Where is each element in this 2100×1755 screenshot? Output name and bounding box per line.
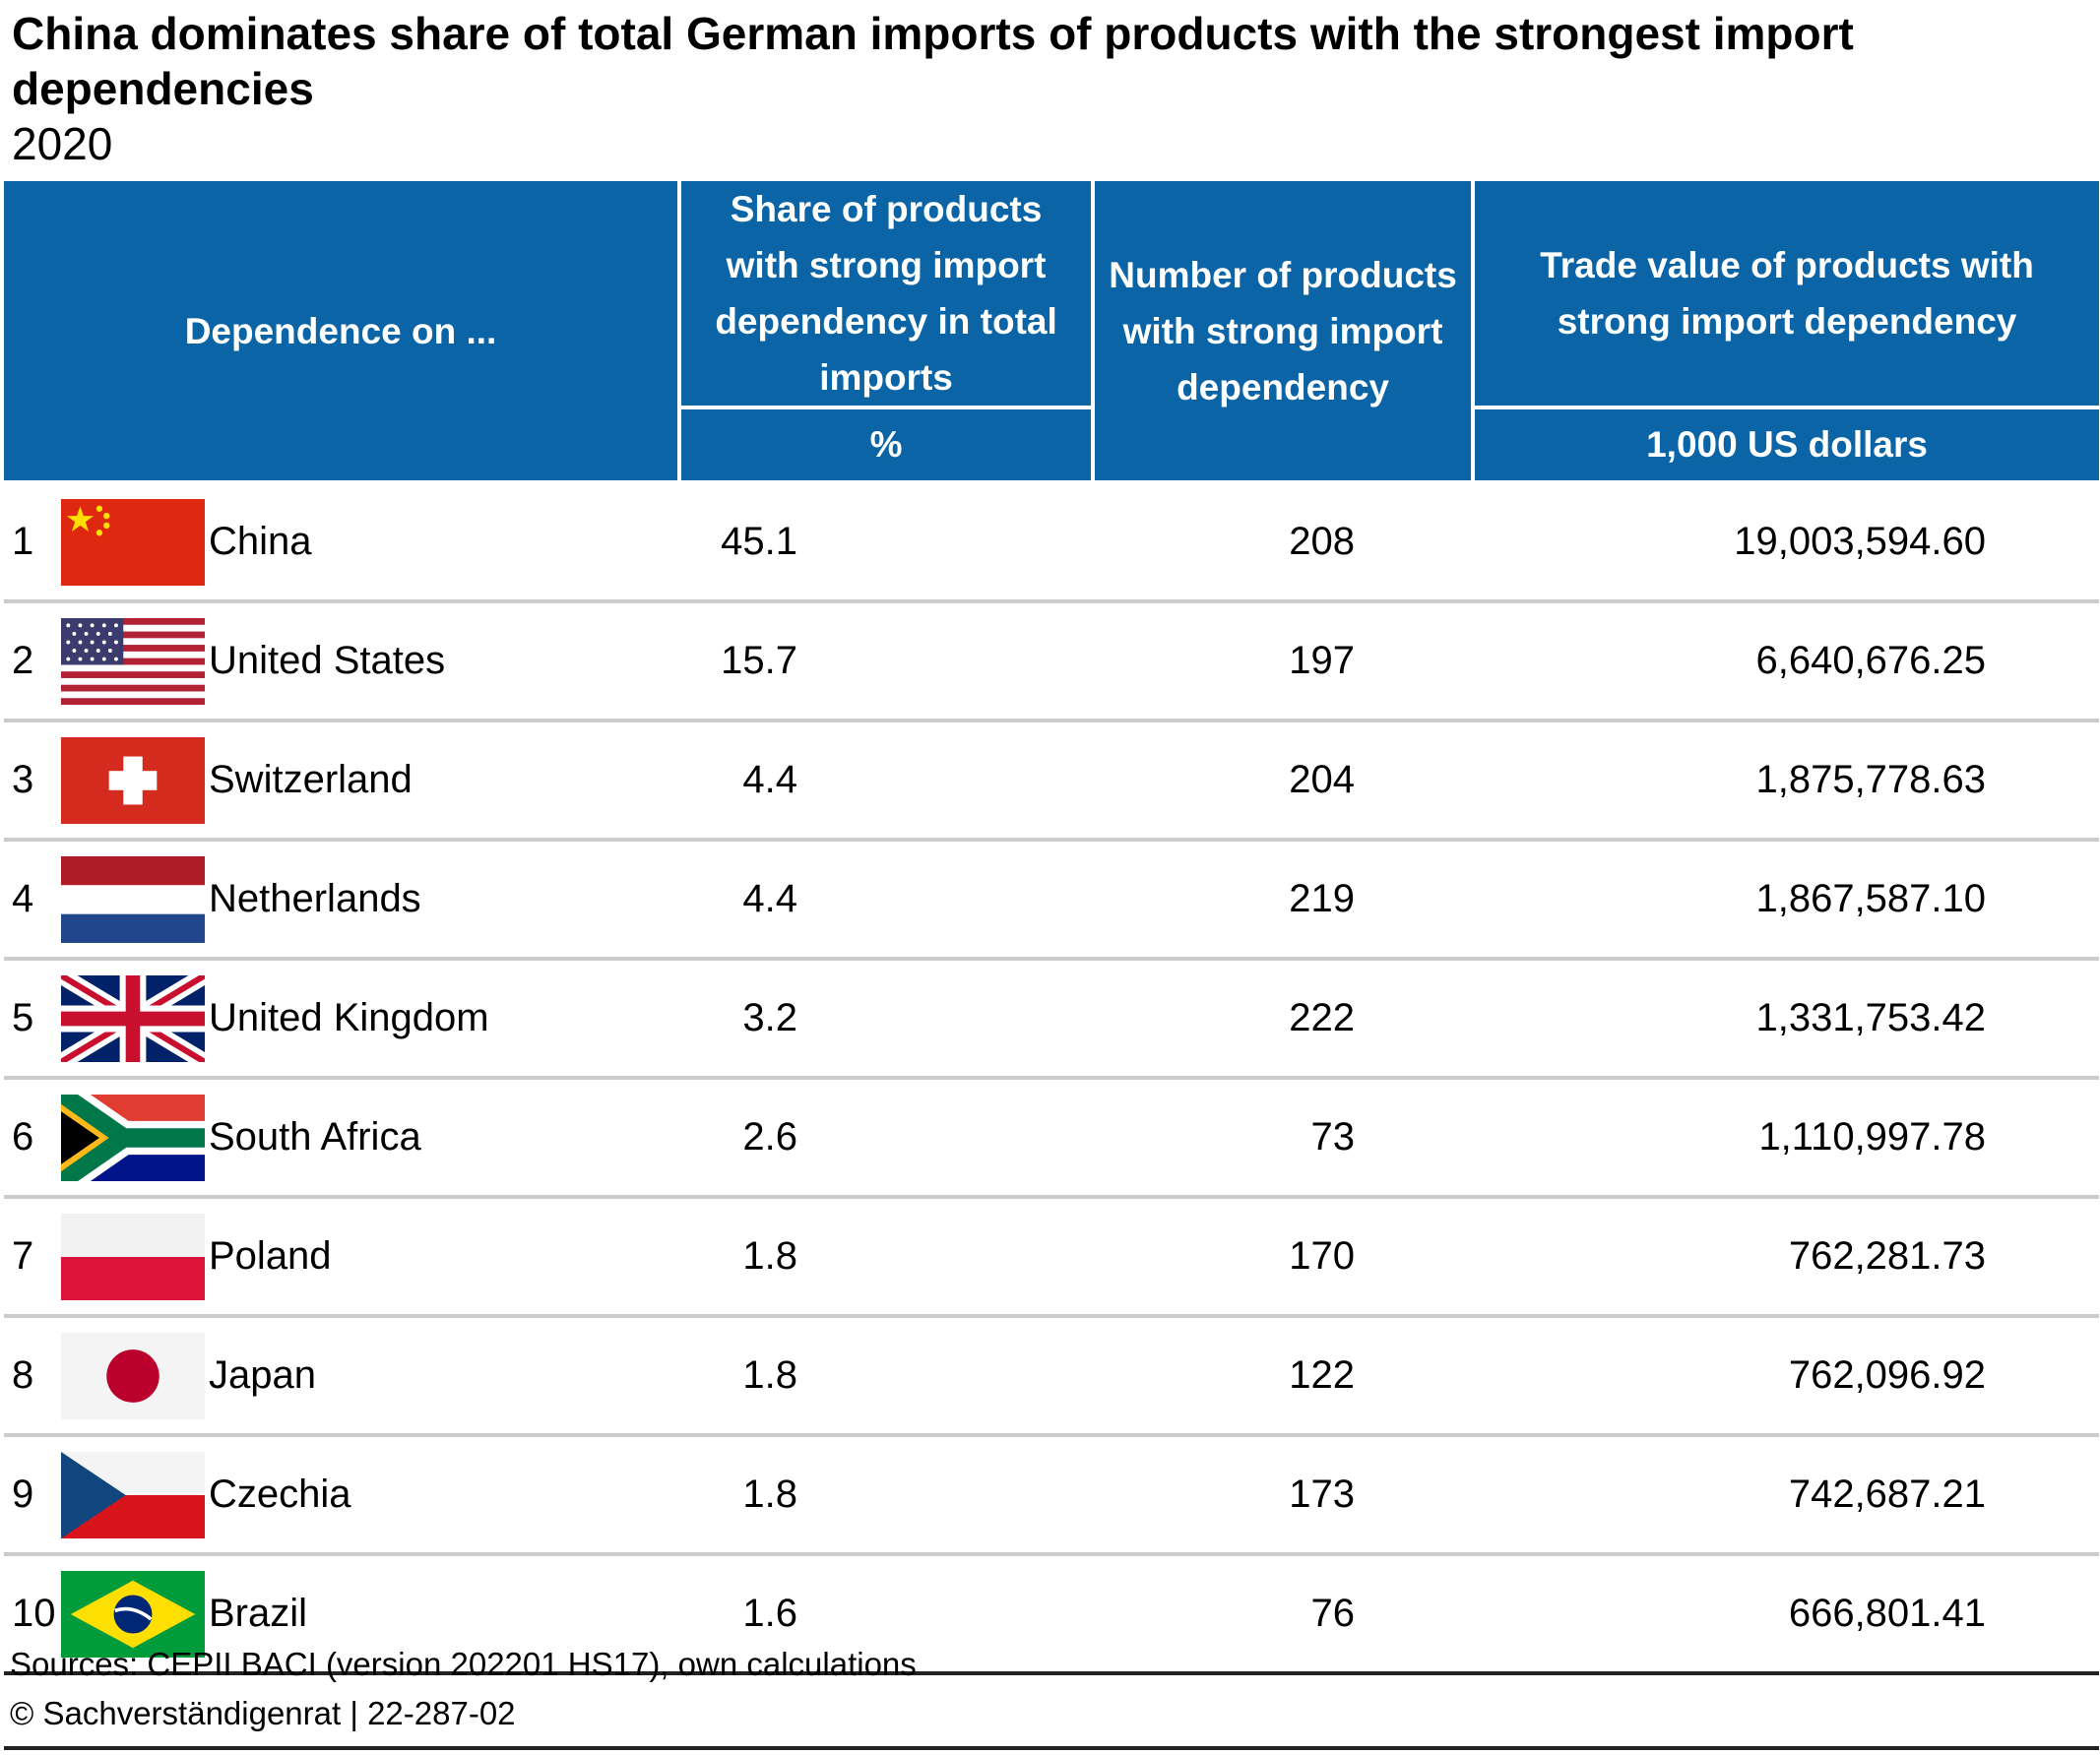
row-country: Japan xyxy=(209,1316,680,1437)
table-row: 5 United Kingdom 3.2 222 1,331,753.42 xyxy=(4,959,2100,1080)
row-flag-cell xyxy=(57,1554,209,1675)
row-country: Czechia xyxy=(209,1435,680,1556)
row-country: South Africa xyxy=(209,1078,680,1199)
flag-united-kingdom-icon xyxy=(61,974,205,1062)
row-rank: 7 xyxy=(4,1197,57,1318)
row-share: 15.7 xyxy=(679,601,1094,722)
row-count: 170 xyxy=(1093,1197,1474,1318)
row-rank: 4 xyxy=(4,840,57,961)
table-row: 8 Japan 1.8 122 762,096.92 xyxy=(4,1316,2100,1437)
row-value: 1,867,587.10 xyxy=(1473,840,2100,961)
row-value: 762,281.73 xyxy=(1473,1197,2100,1318)
chart-title: China dominates share of total German im… xyxy=(12,8,1854,114)
row-share: 45.1 xyxy=(679,482,1094,603)
row-rank: 1 xyxy=(4,482,57,603)
row-count: 204 xyxy=(1093,721,1474,842)
row-country: Netherlands xyxy=(209,840,680,961)
row-rank: 5 xyxy=(4,959,57,1080)
table-row: 1 China 45.1 208 19,003,594.60 xyxy=(4,482,2100,603)
header-value: Trade value of products with strong impo… xyxy=(1473,181,2100,409)
row-share: 1.6 xyxy=(679,1554,1094,1675)
row-flag-cell xyxy=(57,1078,209,1199)
table-row: 9 Czechia 1.8 173 742,687.21 xyxy=(4,1435,2100,1556)
flag-poland-icon xyxy=(61,1213,205,1300)
row-count: 122 xyxy=(1093,1316,1474,1437)
row-flag-cell xyxy=(57,482,209,603)
row-count: 173 xyxy=(1093,1435,1474,1556)
flag-switzerland-icon xyxy=(61,736,205,824)
row-share: 1.8 xyxy=(679,1435,1094,1556)
flag-czechia-icon xyxy=(61,1451,205,1538)
chart-subtitle: 2020 xyxy=(12,118,113,169)
row-rank: 8 xyxy=(4,1316,57,1437)
row-value: 742,687.21 xyxy=(1473,1435,2100,1556)
row-country: United Kingdom xyxy=(209,959,680,1080)
row-rank: 9 xyxy=(4,1435,57,1556)
row-share: 2.6 xyxy=(679,1078,1094,1199)
row-country: United States xyxy=(209,601,680,722)
row-value: 762,096.92 xyxy=(1473,1316,2100,1437)
row-flag-cell xyxy=(57,959,209,1080)
table-row: 3 Switzerland 4.4 204 1,875,778.63 xyxy=(4,721,2100,842)
row-share: 4.4 xyxy=(679,840,1094,961)
row-count: 222 xyxy=(1093,959,1474,1080)
row-value: 666,801.41 xyxy=(1473,1554,2100,1675)
flag-south-africa-icon xyxy=(61,1094,205,1181)
row-country: Poland xyxy=(209,1197,680,1318)
row-value: 1,875,778.63 xyxy=(1473,721,2100,842)
row-value: 1,110,997.78 xyxy=(1473,1078,2100,1199)
row-rank: 10 xyxy=(4,1554,57,1675)
row-rank: 2 xyxy=(4,601,57,722)
header-dependence: Dependence on ... xyxy=(4,181,682,484)
table-row: 10 Brazil 1.6 76 666,801.41 xyxy=(4,1554,2100,1675)
bottom-rule xyxy=(4,1746,2099,1750)
row-share: 3.2 xyxy=(679,959,1094,1080)
table-row: 7 Poland 1.8 170 762,281.73 xyxy=(4,1197,2100,1318)
row-flag-cell xyxy=(57,601,209,722)
row-count: 76 xyxy=(1093,1554,1474,1675)
flag-netherlands-icon xyxy=(61,855,205,943)
row-value: 19,003,594.60 xyxy=(1473,482,2100,603)
source-note: Sources: CEPII BACI (version 202201 HS17… xyxy=(10,1646,917,1682)
row-flag-cell xyxy=(57,1197,209,1318)
row-share: 1.8 xyxy=(679,1197,1094,1318)
row-count: 197 xyxy=(1093,601,1474,722)
row-flag-cell xyxy=(57,1316,209,1437)
row-share: 4.4 xyxy=(679,721,1094,842)
copyright-note: © Sachverständigenrat | 22-287-02 xyxy=(10,1695,516,1731)
row-count: 208 xyxy=(1093,482,1474,603)
table-row: 2 United States 15.7 197 6,640,676.25 xyxy=(4,601,2100,722)
row-rank: 3 xyxy=(4,721,57,842)
row-value: 1,331,753.42 xyxy=(1473,959,2100,1080)
table-row: 6 South Africa 2.6 73 1,110,997.78 xyxy=(4,1078,2100,1199)
flag-japan-icon xyxy=(61,1332,205,1419)
row-rank: 6 xyxy=(4,1078,57,1199)
table-body: 1 China 45.1 208 19,003,594.60 2 United States… xyxy=(4,482,2100,1675)
header-share-unit: % xyxy=(679,407,1096,484)
row-country: Brazil xyxy=(209,1554,680,1675)
header-count: Number of products with strong import de… xyxy=(1093,181,1476,484)
row-flag-cell xyxy=(57,840,209,961)
row-value: 6,640,676.25 xyxy=(1473,601,2100,722)
table-row: 4 Netherlands 4.4 219 1,867,587.10 xyxy=(4,840,2100,961)
row-share: 1.8 xyxy=(679,1316,1094,1437)
row-count: 219 xyxy=(1093,840,1474,961)
dependency-table: Dependence on ... Share of products with… xyxy=(4,181,2100,1675)
flag-united-states-icon xyxy=(61,617,205,705)
row-count: 73 xyxy=(1093,1078,1474,1199)
header-value-unit: 1,000 US dollars xyxy=(1473,407,2100,484)
flag-china-icon xyxy=(61,498,205,586)
row-flag-cell xyxy=(57,721,209,842)
row-flag-cell xyxy=(57,1435,209,1556)
row-country: Switzerland xyxy=(209,721,680,842)
row-country: China xyxy=(209,482,680,603)
flag-brazil-icon xyxy=(61,1570,205,1658)
header-share: Share of products with strong import dep… xyxy=(679,181,1096,409)
